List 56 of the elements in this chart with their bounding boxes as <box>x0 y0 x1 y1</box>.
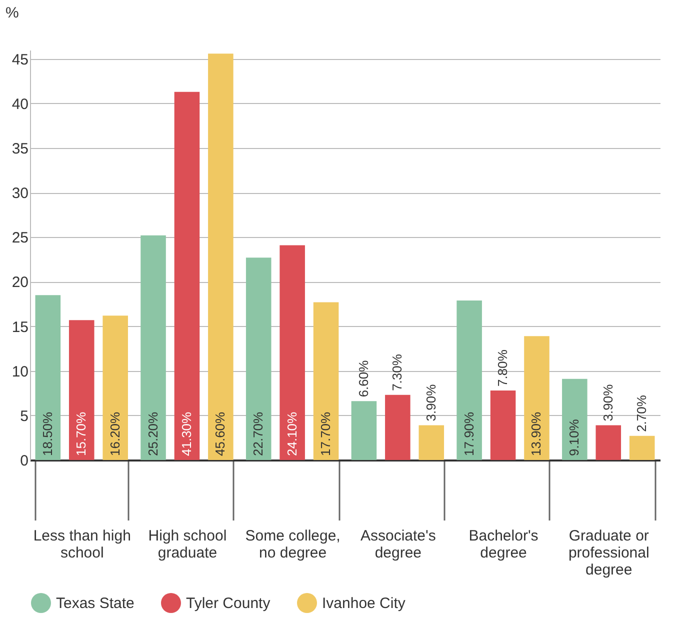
bar <box>68 320 94 460</box>
data-label: 17.70% <box>318 411 334 456</box>
data-label: 25.20% <box>145 411 160 456</box>
bar <box>280 245 305 460</box>
data-label: 3.90% <box>423 384 438 422</box>
data-label: 13.90% <box>528 411 544 456</box>
y-tick-label: 40 <box>12 96 28 113</box>
legend-label: Tyler County <box>186 595 271 612</box>
bar <box>562 378 588 460</box>
bar <box>208 54 234 460</box>
y-tick-label: 20 <box>12 274 28 292</box>
bar <box>174 92 200 460</box>
bar <box>35 295 61 460</box>
bar <box>629 436 655 460</box>
y-tick-label: 45 <box>12 51 28 68</box>
data-label: 9.10% <box>566 418 582 456</box>
bar <box>456 300 482 460</box>
data-label: 3.90% <box>600 384 616 422</box>
y-tick-label: 0 <box>20 452 28 470</box>
x-tick-label: Some college, no degree <box>245 528 340 562</box>
x-tick-label: Bachelor's degree <box>468 528 538 562</box>
bar <box>418 425 444 460</box>
data-label: 41.30% <box>178 411 194 456</box>
data-label: 6.60% <box>356 360 371 398</box>
bar <box>490 390 516 460</box>
y-tick-label: 35 <box>12 140 28 158</box>
data-label: 45.60% <box>212 411 228 456</box>
bar <box>246 258 272 460</box>
bar <box>140 235 166 460</box>
bar <box>102 316 128 460</box>
y-tick-label: 5 <box>20 408 28 425</box>
bar <box>313 302 339 460</box>
x-tick-label: Graduate or professional degree <box>568 528 650 578</box>
y-tick-label: 15 <box>12 318 28 336</box>
legend-label: Ivanhoe City <box>322 595 406 612</box>
y-tick-label: 25 <box>12 230 28 247</box>
data-label: 7.80% <box>495 349 510 386</box>
data-label: 16.20% <box>107 411 122 456</box>
y-tick-label: 10 <box>12 363 28 380</box>
data-label: 15.70% <box>74 411 89 456</box>
bar <box>351 401 377 460</box>
y-axis-title: % <box>6 4 19 22</box>
data-label: 17.90% <box>461 411 476 456</box>
data-label: 7.30% <box>390 354 405 391</box>
data-label: 2.70% <box>634 394 650 432</box>
x-tick-label: High school graduate <box>148 528 227 562</box>
bar <box>524 336 550 460</box>
x-tick-label: Associate's degree <box>360 528 436 562</box>
data-label: 18.50% <box>40 411 55 456</box>
legend-label: Texas State <box>56 595 134 612</box>
y-tick-label: 30 <box>12 185 28 202</box>
x-tick-label: Less than high school <box>33 528 131 562</box>
data-label: 24.10% <box>284 411 300 456</box>
bar <box>385 394 410 460</box>
data-label: 22.70% <box>250 411 266 456</box>
bar <box>596 425 622 460</box>
